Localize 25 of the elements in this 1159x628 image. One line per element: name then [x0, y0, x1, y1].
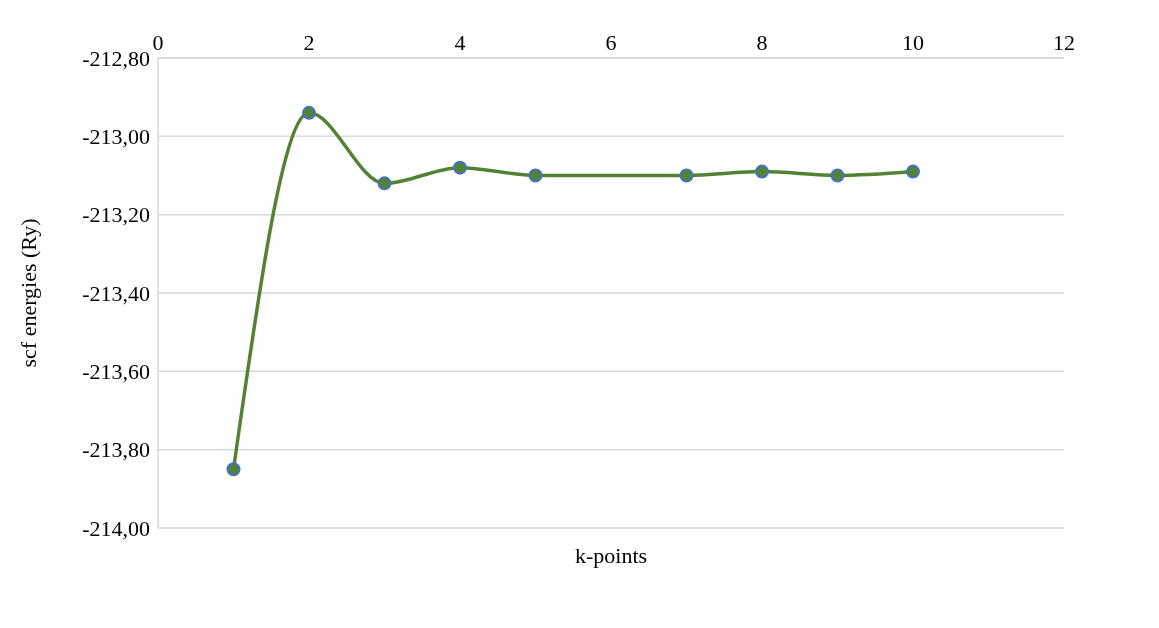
point — [906, 164, 920, 179]
point — [830, 168, 845, 183]
y-tick-label: -214,00 — [82, 515, 150, 541]
x-tick-label: 2 — [303, 30, 315, 55]
y-tick-label: -213,00 — [82, 124, 150, 150]
point — [528, 168, 543, 183]
y-tick-label: -213,20 — [82, 202, 150, 228]
point — [226, 462, 241, 477]
y-axis-title: scf energies (Ry) — [15, 218, 41, 368]
x-axis-title: k-points — [574, 543, 648, 568]
x-tick-label: 4 — [454, 30, 466, 55]
y-tick-label: -213,80 — [82, 437, 150, 463]
point — [377, 176, 392, 191]
x-tick-label: 8 — [756, 30, 768, 55]
x-tick-label: 10 — [902, 30, 924, 55]
point — [755, 164, 769, 179]
y-tick-label: -213,60 — [82, 359, 150, 385]
x-tick-label: 12 — [1053, 30, 1075, 55]
x-tick-label: 6 — [605, 30, 617, 55]
point — [453, 160, 467, 175]
point — [679, 168, 694, 183]
y-tick-label: -213,40 — [82, 280, 150, 306]
x-tick-label: 0 — [152, 30, 164, 55]
point — [302, 105, 316, 120]
y-tick-label: -212,80 — [82, 45, 150, 71]
